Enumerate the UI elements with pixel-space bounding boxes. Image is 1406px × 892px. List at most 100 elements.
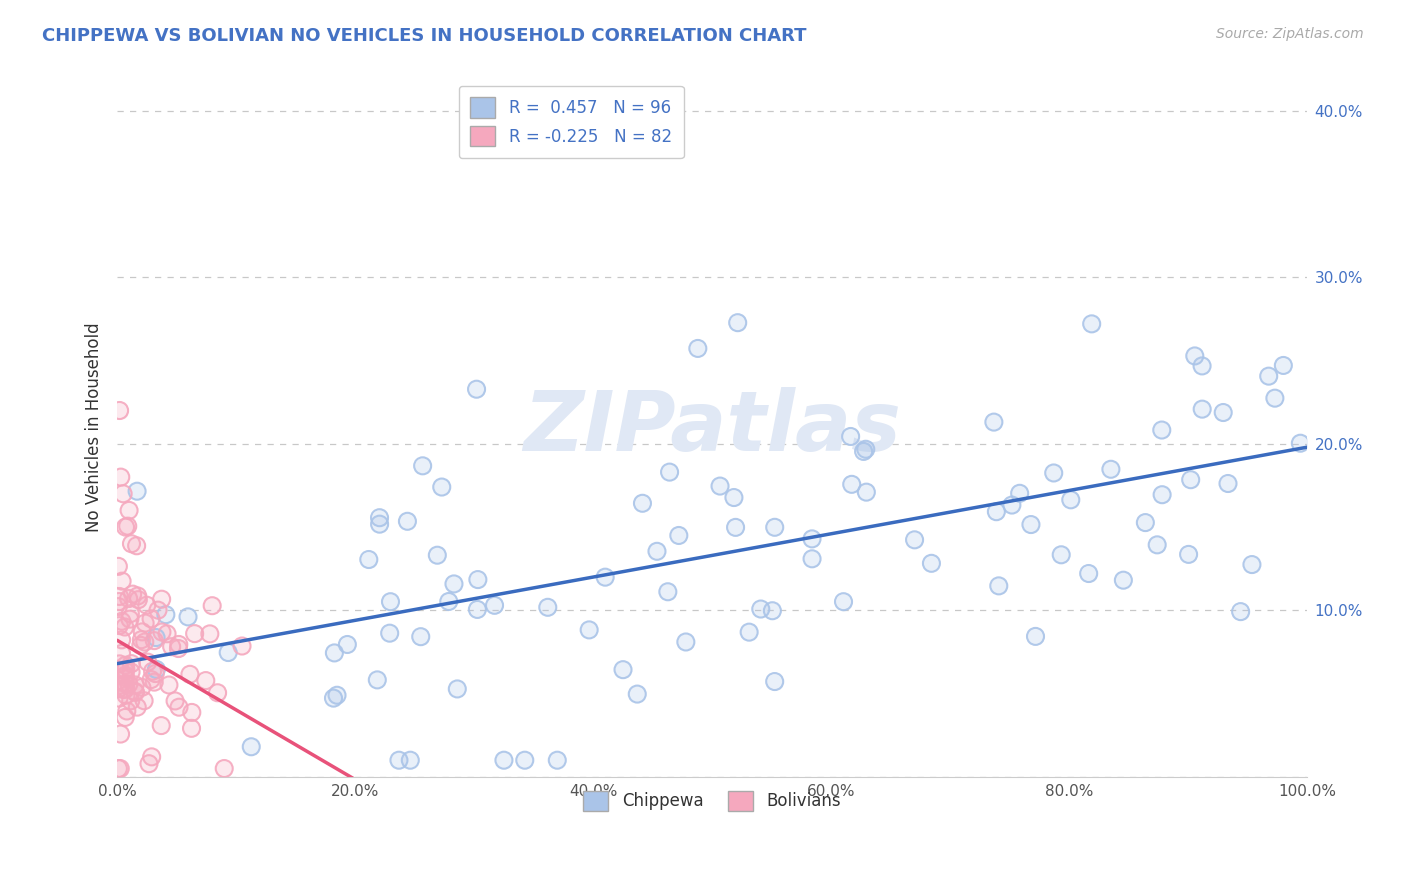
Point xyxy=(110,727,132,741)
Point xyxy=(724,520,747,534)
Point xyxy=(127,484,149,499)
Point xyxy=(668,528,690,542)
Point xyxy=(855,442,877,457)
Point xyxy=(217,646,239,660)
Point xyxy=(129,638,152,652)
Point xyxy=(322,691,344,706)
Point xyxy=(108,590,131,604)
Point xyxy=(115,688,138,702)
Point xyxy=(668,528,690,542)
Point xyxy=(378,626,401,640)
Point xyxy=(167,641,190,656)
Point xyxy=(1212,405,1234,419)
Point xyxy=(412,458,434,473)
Point xyxy=(631,496,654,510)
Point xyxy=(1080,317,1102,331)
Point xyxy=(467,602,489,616)
Point xyxy=(612,663,634,677)
Point xyxy=(852,444,875,458)
Point xyxy=(131,681,153,695)
Point xyxy=(1150,423,1173,437)
Point xyxy=(437,594,460,608)
Point xyxy=(1146,538,1168,552)
Point xyxy=(127,700,149,714)
Point xyxy=(135,598,157,612)
Point xyxy=(114,520,136,534)
Point xyxy=(121,537,143,551)
Point xyxy=(1077,566,1099,581)
Point xyxy=(120,665,142,679)
Point xyxy=(1008,486,1031,500)
Point xyxy=(326,688,349,702)
Point xyxy=(114,620,136,634)
Point xyxy=(626,687,648,701)
Point xyxy=(150,592,173,607)
Point xyxy=(145,631,167,645)
Point xyxy=(150,718,173,732)
Point xyxy=(183,626,205,640)
Point xyxy=(1184,349,1206,363)
Point xyxy=(114,668,136,682)
Point xyxy=(1257,369,1279,384)
Point xyxy=(145,631,167,645)
Point xyxy=(738,625,761,640)
Point xyxy=(1019,517,1042,532)
Point xyxy=(167,700,190,714)
Point xyxy=(134,616,156,631)
Point xyxy=(749,602,772,616)
Point xyxy=(709,479,731,493)
Point xyxy=(107,762,129,776)
Point xyxy=(1177,548,1199,562)
Point xyxy=(336,638,359,652)
Point xyxy=(129,638,152,652)
Point xyxy=(212,762,235,776)
Point xyxy=(1019,517,1042,532)
Point xyxy=(761,604,783,618)
Point xyxy=(1191,402,1213,417)
Point xyxy=(146,603,169,617)
Point xyxy=(201,599,224,613)
Point xyxy=(114,670,136,684)
Point xyxy=(141,750,163,764)
Point xyxy=(986,505,1008,519)
Point xyxy=(141,750,163,764)
Point xyxy=(198,627,221,641)
Point xyxy=(903,533,925,547)
Point xyxy=(388,753,411,767)
Point xyxy=(1077,566,1099,581)
Point xyxy=(727,316,749,330)
Point xyxy=(124,684,146,698)
Point xyxy=(146,603,169,617)
Point xyxy=(107,559,129,574)
Point xyxy=(1042,466,1064,480)
Point xyxy=(107,681,129,696)
Point xyxy=(165,694,187,708)
Point xyxy=(465,382,488,396)
Point xyxy=(150,592,173,607)
Point xyxy=(120,694,142,708)
Point xyxy=(127,700,149,714)
Point xyxy=(578,623,600,637)
Point xyxy=(135,598,157,612)
Point xyxy=(107,762,129,776)
Point xyxy=(114,658,136,673)
Point xyxy=(138,756,160,771)
Point xyxy=(183,626,205,640)
Point xyxy=(108,657,131,671)
Point xyxy=(127,592,149,607)
Point xyxy=(724,520,747,534)
Point xyxy=(855,442,877,457)
Point xyxy=(108,657,131,671)
Point xyxy=(194,673,217,688)
Point xyxy=(484,599,506,613)
Point xyxy=(1264,391,1286,405)
Point xyxy=(217,646,239,660)
Point xyxy=(1050,548,1073,562)
Point xyxy=(1099,462,1122,476)
Point xyxy=(111,574,134,589)
Point xyxy=(326,688,349,702)
Point xyxy=(110,632,132,647)
Point xyxy=(1177,548,1199,562)
Point xyxy=(125,539,148,553)
Point xyxy=(145,663,167,677)
